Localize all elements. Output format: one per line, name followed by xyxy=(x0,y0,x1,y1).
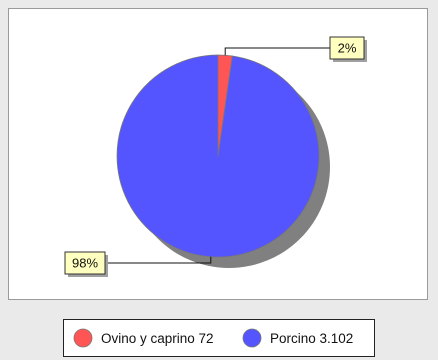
legend xyxy=(63,319,375,357)
leader-line-ovino-y-caprino xyxy=(224,47,330,56)
legend-swatch-porcino xyxy=(242,328,262,348)
legend-label-porcino: Porcino 3.102 xyxy=(270,331,353,346)
legend-label-ovino-y-caprino: Ovino y caprino 72 xyxy=(101,331,214,346)
data-label-ovino-y-caprino: 2% xyxy=(338,41,357,56)
leader-line-porcino xyxy=(105,256,212,264)
data-label-porcino: 98% xyxy=(72,256,98,271)
legend-swatch-ovino-y-caprino xyxy=(73,328,93,348)
data-label-box-porcino xyxy=(64,251,106,275)
pie-slice-porcino xyxy=(116,54,320,258)
data-label-box-ovino-y-caprino xyxy=(329,36,365,60)
